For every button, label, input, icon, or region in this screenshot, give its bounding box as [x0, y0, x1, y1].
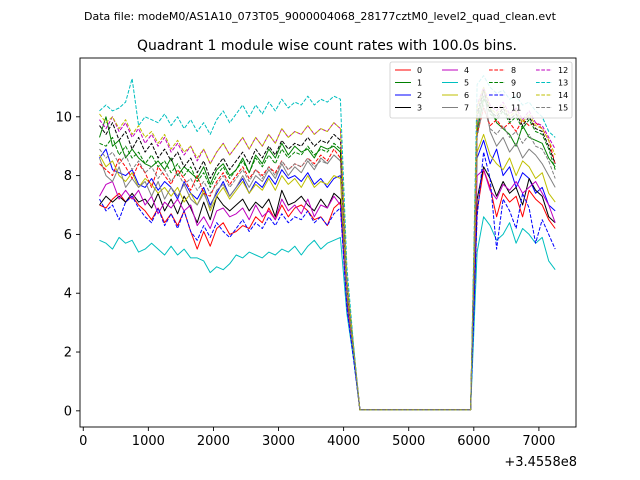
series-line-4 [99, 169, 556, 411]
legend-label-5: 5 [464, 79, 469, 88]
y-axis: 0 2 4 6 8 10 [55, 110, 80, 419]
x-tick-label: 1000 [132, 434, 165, 449]
plot-frame [79, 57, 577, 428]
legend-label-12: 12 [558, 66, 568, 75]
legend-label-14: 14 [558, 91, 568, 100]
x-tick-label: 6000 [457, 434, 490, 449]
legend-label-13: 13 [558, 79, 568, 88]
series-line-9 [99, 95, 556, 411]
legend-label-9: 9 [511, 79, 516, 88]
legend-label-2: 2 [417, 91, 422, 100]
legend-label-10: 10 [511, 91, 521, 100]
x-tick-label: 2000 [197, 434, 230, 449]
x-tick-label: 0 [79, 434, 87, 449]
x-axis: 0 1000 2000 3000 4000 5000 6000 7000 [79, 427, 555, 449]
chart-title: Quadrant 1 module wise count rates with … [137, 38, 517, 54]
legend-label-4: 4 [464, 66, 469, 75]
x-axis-offset-label: +3.4558e8 [504, 455, 577, 470]
y-tick-label: 2 [64, 346, 72, 361]
series-line-1 [99, 98, 556, 411]
x-tick-label: 4000 [327, 434, 360, 449]
series-line-5 [99, 216, 556, 411]
y-tick-label: 10 [55, 110, 72, 125]
y-tick-label: 8 [64, 169, 72, 184]
legend-label-3: 3 [417, 104, 422, 113]
y-tick-label: 4 [64, 287, 72, 302]
legend-label-15: 15 [558, 104, 568, 113]
legend-label-1: 1 [417, 79, 422, 88]
x-tick-label: 7000 [522, 434, 555, 449]
legend-label-0: 0 [417, 66, 422, 75]
series-line-15 [99, 104, 556, 411]
y-tick-label: 0 [64, 404, 72, 419]
legend-label-8: 8 [511, 66, 516, 75]
data-file-subtitle: Data file: modeM0/AS1A10_073T05_90000040… [84, 10, 557, 23]
series-line-2 [99, 139, 556, 411]
legend-label-11: 11 [511, 104, 521, 113]
legend-label-6: 6 [464, 91, 469, 100]
y-tick-label: 6 [64, 228, 72, 243]
series-line-6 [99, 133, 556, 411]
x-tick-label: 3000 [262, 434, 295, 449]
x-tick-label: 5000 [392, 434, 425, 449]
legend-box [389, 61, 573, 119]
legend-label-7: 7 [464, 104, 469, 113]
